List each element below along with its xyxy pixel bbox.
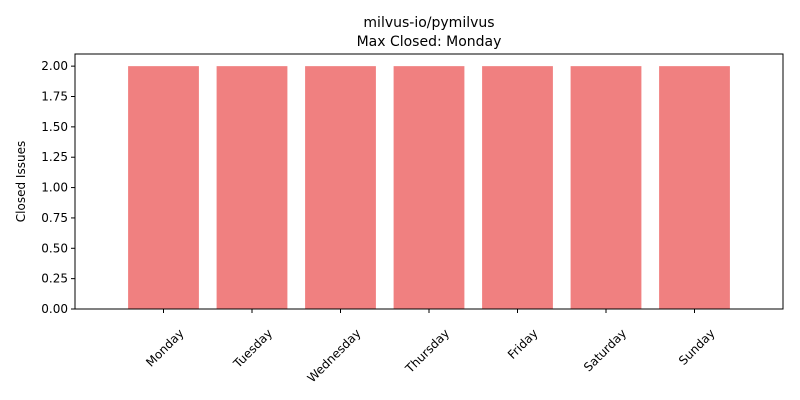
bars-group — [128, 66, 730, 310]
bar-monday — [128, 66, 199, 310]
y-tick-label-7: 1.75 — [41, 90, 68, 104]
y-tick-label-2: 0.50 — [41, 241, 68, 255]
x-tick-label-monday: Monday — [143, 326, 186, 369]
x-tick-label-tuesday: Tuesday — [230, 326, 275, 371]
plot-frame — [74, 53, 784, 310]
bar-saturday — [570, 66, 642, 310]
bar-thursday — [393, 66, 465, 310]
y-tick-label-0: 0.00 — [41, 302, 68, 316]
bar-wednesday — [305, 66, 376, 310]
bar-sunday — [659, 66, 730, 310]
x-axis: Monday Tuesday Wednesday Thursday Friday Satu… — [143, 309, 718, 385]
y-axis-label: Closed Issues — [14, 141, 28, 222]
chart-title: milvus-io/pymilvus — [363, 15, 494, 31]
y-tick-label-3: 0.75 — [41, 211, 68, 225]
x-tick-label-friday: Friday — [505, 326, 541, 362]
y-tick-label-5: 1.25 — [41, 150, 68, 164]
x-tick-label-saturday: Saturday — [581, 326, 629, 374]
x-tick-label-thursday: Thursday — [402, 326, 452, 376]
x-tick-label-sunday: Sunday — [676, 326, 718, 368]
x-tick-label-wednesday: Wednesday — [305, 326, 364, 385]
chart-subtitle: Max Closed: Monday — [357, 34, 502, 50]
y-axis: 0.00 0.25 0.50 0.75 1.00 1.25 1.50 1.75 2.00 — [41, 59, 75, 316]
y-tick-label-8: 2.00 — [41, 59, 68, 73]
y-tick-label-1: 0.25 — [41, 272, 68, 286]
bar-friday — [482, 66, 553, 310]
y-tick-label-6: 1.50 — [41, 120, 68, 134]
y-tick-label-4: 1.00 — [41, 181, 68, 195]
bar-tuesday — [216, 66, 288, 310]
